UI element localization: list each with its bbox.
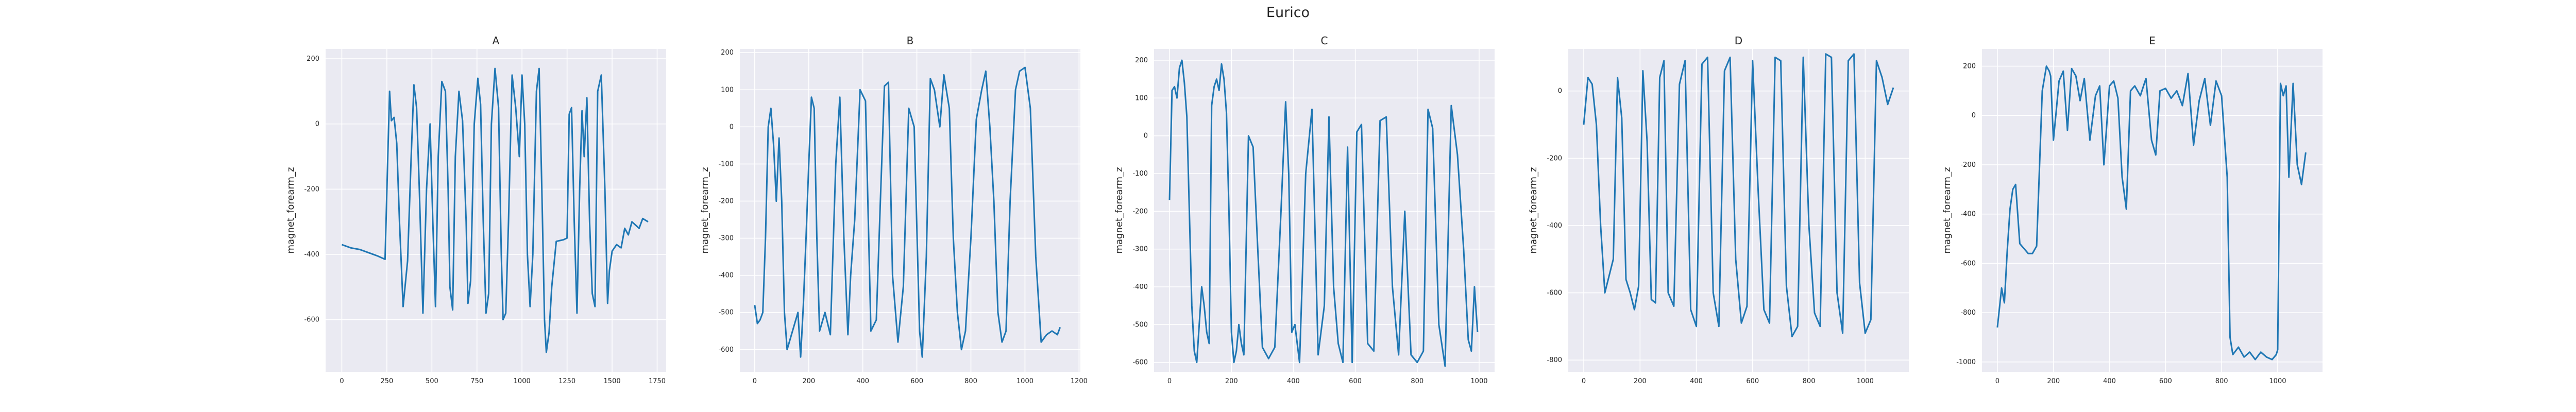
plot-area: [1568, 49, 1909, 372]
series-line: [1996, 65, 2307, 360]
subplot-title: D: [1735, 35, 1742, 47]
y-tick-label: -200: [1960, 161, 1976, 169]
y-tick-label: 0: [1144, 132, 1148, 140]
y-axis-label: magnet_forearm_z: [700, 167, 710, 253]
x-tick-label: 0: [753, 377, 757, 385]
y-tick-label: 0: [1972, 112, 1976, 119]
y-axis-label: magnet_forearm_z: [285, 167, 296, 253]
x-tick-label: 400: [2103, 377, 2116, 385]
x-tick-label: 800: [964, 377, 977, 385]
x-tick-label: 200: [2047, 377, 2060, 385]
y-tick-label: -600: [1132, 359, 1148, 367]
series-line: [1168, 59, 1479, 367]
subplots: 0 250 500 750 1000 1250 1500 1750-600-400-20002…: [285, 35, 2323, 385]
y-tick-label: -200: [1547, 154, 1562, 162]
x-tick-label: 200: [1225, 377, 1238, 385]
x-tick-label: 0: [1995, 377, 1999, 385]
subplot-title: B: [907, 35, 914, 47]
x-tick-label: 200: [802, 377, 815, 385]
y-tick-label: -100: [718, 160, 734, 168]
x-tick-label: 800: [2215, 377, 2228, 385]
subplot-a: 0 250 500 750 1000 1250 1500 1750 -600 -400 -200 0 2…: [285, 35, 666, 385]
x-tick-label: 600: [1349, 377, 1362, 385]
y-tick-label: -200: [1132, 208, 1148, 215]
y-tick-label: 0: [1558, 88, 1562, 95]
y-tick-label: -600: [304, 316, 319, 324]
y-tick-label: 200: [1135, 57, 1148, 64]
y-tick-label: 200: [1963, 63, 1976, 71]
x-tick-label: 1200: [1071, 377, 1088, 385]
subplot-title: C: [1321, 35, 1328, 47]
plot-area: [1982, 49, 2323, 372]
series-line: [341, 67, 649, 353]
x-tick-label: 600: [910, 377, 923, 385]
subplot-title: E: [2149, 35, 2156, 47]
series-line: [1583, 53, 1894, 337]
x-tick-label: 0: [1582, 377, 1586, 385]
y-tick-label: -600: [1960, 260, 1976, 267]
subplot-title: A: [493, 35, 500, 47]
y-tick-label: -400: [1547, 222, 1562, 230]
y-tick-label: -500: [718, 309, 734, 317]
y-tick-label: 200: [721, 49, 734, 57]
y-tick-label: 0: [730, 123, 734, 131]
x-tick-label: 600: [2159, 377, 2172, 385]
plot-area: [326, 49, 666, 372]
x-tick-label: 1000: [1470, 377, 1487, 385]
y-tick-label: -800: [1547, 356, 1562, 364]
y-tick-label: -400: [304, 251, 319, 259]
x-tick-label: 200: [1634, 377, 1647, 385]
series-line: [754, 66, 1061, 358]
y-tick-label: -600: [718, 346, 734, 354]
y-tick-label: -100: [1132, 170, 1148, 178]
subplot-d: 0 200 400 600 800 1000 -800 -600 -400 -200 0 Dmagne…: [1528, 35, 1909, 385]
y-axis-label: magnet_forearm_z: [1942, 167, 1953, 253]
y-tick-label: -400: [1960, 211, 1976, 218]
x-tick-label: 250: [380, 377, 393, 385]
y-axis-label: magnet_forearm_z: [1114, 167, 1125, 253]
y-tick-label: -1000: [1956, 358, 1976, 366]
x-tick-label: 400: [856, 377, 869, 385]
y-tick-label: -600: [1547, 289, 1562, 297]
x-tick-label: 1000: [1857, 377, 1874, 385]
x-tick-label: 1250: [558, 377, 575, 385]
x-tick-label: 800: [1803, 377, 1816, 385]
y-tick-label: -300: [718, 235, 734, 243]
x-tick-label: 0: [1167, 377, 1172, 385]
y-tick-label: 0: [315, 121, 319, 128]
x-tick-label: 1750: [649, 377, 666, 385]
x-tick-label: 750: [470, 377, 483, 385]
y-tick-label: -300: [1132, 246, 1148, 253]
y-axis-label: magnet_forearm_z: [1528, 167, 1539, 253]
y-tick-label: 100: [1135, 94, 1148, 102]
y-tick-label: -500: [1132, 321, 1148, 329]
y-tick-label: -400: [1132, 283, 1148, 291]
x-tick-label: 400: [1287, 377, 1300, 385]
x-tick-label: 800: [1411, 377, 1423, 385]
subplot-e: 0 200 400 600 800 1000 -1000 -800 -600 -400 -200 0 2…: [1942, 35, 2323, 385]
y-tick-label: -200: [304, 185, 319, 193]
x-tick-label: 1000: [2269, 377, 2286, 385]
x-tick-label: 0: [340, 377, 344, 385]
y-tick-label: 100: [721, 86, 734, 94]
subplot-b: 0 200 400 600 800 1000 1200-600-500-400-300-20…: [700, 35, 1088, 385]
y-tick-label: -200: [718, 197, 734, 205]
y-tick-label: -400: [718, 272, 734, 280]
x-tick-label: 500: [426, 377, 438, 385]
y-tick-label: 200: [307, 55, 319, 63]
x-tick-label: 1500: [604, 377, 621, 385]
figure-title: Eurico: [1266, 5, 1310, 21]
y-tick-label: -800: [1960, 309, 1976, 317]
x-tick-label: 1000: [514, 377, 531, 385]
x-tick-label: 1000: [1016, 377, 1033, 385]
x-tick-label: 400: [1690, 377, 1703, 385]
subplot-c: 0 200 400 600 800 1000-600-500-400-300-200-10…: [1114, 35, 1495, 385]
x-tick-label: 600: [1746, 377, 1759, 385]
